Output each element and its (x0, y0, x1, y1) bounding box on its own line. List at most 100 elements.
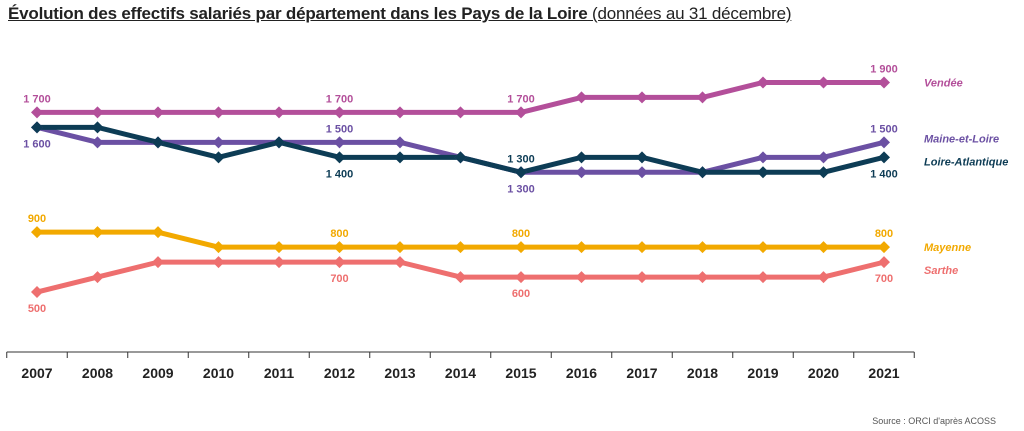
data-point-loire-atlantique (636, 151, 648, 164)
series-line-loire-atlantique (37, 124, 885, 175)
data-point-sarthe (636, 271, 648, 284)
x-tick-label: 2014 (445, 365, 476, 381)
data-label-sarthe: 600 (512, 288, 530, 300)
data-point-vendee (878, 76, 890, 89)
data-point-vendee (575, 91, 588, 104)
data-point-sarthe (152, 256, 164, 269)
legend-label-loire-atlantique: Loire-Atlantique (924, 156, 1008, 168)
x-tick-label: 2007 (21, 365, 52, 381)
data-point-vendee (212, 106, 225, 119)
data-point-sarthe (333, 256, 346, 269)
data-point-maine-et-loire (333, 136, 346, 149)
data-point-maine-et-loire (212, 136, 225, 149)
data-point-mayenne (273, 241, 285, 254)
data-point-maine-et-loire (91, 136, 104, 149)
data-point-maine-et-loire (757, 151, 769, 164)
data-point-sarthe (91, 271, 104, 284)
data-point-loire-atlantique (817, 166, 830, 179)
x-tick-label: 2012 (324, 365, 355, 381)
data-point-vendee (817, 76, 830, 89)
x-tick-label: 2015 (505, 365, 536, 381)
chart-title-main: Évolution des effectifs salariés par dép… (8, 4, 588, 23)
data-label-maine-et-loire: 1 500 (326, 123, 354, 135)
data-point-sarthe (454, 271, 467, 284)
data-point-sarthe (878, 256, 890, 269)
data-point-mayenne (515, 241, 527, 254)
data-label-mayenne: 800 (512, 228, 530, 240)
data-labels: 1 700 1 700 1 700 1 900 1 600 1 500 1 300 1 500… (23, 63, 898, 315)
data-point-maine-et-loire (817, 151, 830, 164)
data-point-loire-atlantique (394, 151, 406, 164)
data-point-mayenne (31, 226, 43, 239)
data-point-vendee (394, 106, 406, 119)
data-point-sarthe (31, 286, 43, 299)
data-label-loire-atlantique: 1 300 (507, 153, 535, 165)
data-point-maine-et-loire (394, 136, 406, 149)
data-point-loire-atlantique (212, 151, 225, 164)
data-point-mayenne (454, 241, 467, 254)
data-point-maine-et-loire (878, 136, 890, 149)
x-tick-label: 2008 (82, 365, 113, 381)
x-tick-label: 2019 (747, 365, 778, 381)
data-point-mayenne (394, 241, 406, 254)
data-point-sarthe (515, 271, 527, 284)
data-point-sarthe (212, 256, 225, 269)
data-label-vendee: 1 700 (23, 93, 51, 105)
x-tick-label: 2010 (203, 365, 234, 381)
data-point-sarthe (575, 271, 588, 284)
data-label-sarthe: 500 (28, 303, 46, 315)
legend-label-maine-et-loire: Maine-et-Loire (924, 133, 999, 145)
data-point-sarthe (757, 271, 769, 284)
x-tick-label: 2011 (264, 365, 295, 381)
data-point-vendee (757, 76, 769, 89)
data-point-sarthe (696, 271, 709, 284)
x-axis: 2007 2008 2009 2010 2011 2012 2013 2014 2015 2016… (6, 351, 915, 381)
series-markers (31, 76, 890, 299)
x-tick-label: 2009 (142, 365, 173, 381)
legend-label-mayenne: Mayenne (924, 242, 971, 254)
data-point-vendee (31, 106, 43, 119)
data-point-vendee (152, 106, 164, 119)
data-point-mayenne (152, 226, 164, 239)
data-point-loire-atlantique (878, 151, 890, 164)
x-tick-label: 2017 (626, 365, 657, 381)
data-point-vendee (91, 106, 104, 119)
data-label-sarthe: 700 (330, 273, 348, 285)
data-point-loire-atlantique (152, 136, 164, 149)
data-label-sarthe: 700 (875, 273, 893, 285)
data-point-vendee (696, 91, 709, 104)
data-point-maine-et-loire (575, 166, 588, 179)
data-point-loire-atlantique (273, 136, 285, 149)
data-label-vendee: 1 700 (507, 93, 535, 105)
data-point-vendee (636, 91, 648, 104)
source-note: Source : ORCI d'après ACOSS (872, 416, 996, 426)
data-label-vendee: 1 900 (870, 63, 898, 75)
data-point-loire-atlantique (515, 166, 527, 179)
data-point-sarthe (273, 256, 285, 269)
data-point-loire-atlantique (333, 151, 346, 164)
data-point-loire-atlantique (454, 151, 467, 164)
data-point-vendee (273, 106, 285, 119)
data-label-mayenne: 800 (875, 228, 893, 240)
data-point-mayenne (817, 241, 830, 254)
data-point-vendee (515, 106, 527, 119)
data-point-sarthe (817, 271, 830, 284)
data-point-mayenne (636, 241, 648, 254)
data-label-loire-atlantique: 1 400 (326, 168, 354, 180)
data-point-mayenne (878, 241, 890, 254)
data-label-vendee: 1 700 (326, 93, 354, 105)
data-point-mayenne (333, 241, 346, 254)
data-label-loire-atlantique: 1 400 (870, 168, 898, 180)
data-label-maine-et-loire: 1 500 (870, 123, 898, 135)
chart-title: Évolution des effectifs salariés par dép… (8, 4, 792, 24)
data-point-loire-atlantique (757, 166, 769, 179)
data-point-mayenne (212, 241, 225, 254)
x-tick-label: 2018 (687, 365, 718, 381)
data-point-vendee (454, 106, 467, 119)
legend: Vendée Maine-et-Loire Loire-Atlantique Maye… (924, 77, 1008, 277)
data-point-mayenne (757, 241, 769, 254)
data-label-mayenne: 800 (330, 228, 348, 240)
data-point-maine-et-loire (636, 166, 648, 179)
data-point-loire-atlantique (91, 121, 104, 134)
